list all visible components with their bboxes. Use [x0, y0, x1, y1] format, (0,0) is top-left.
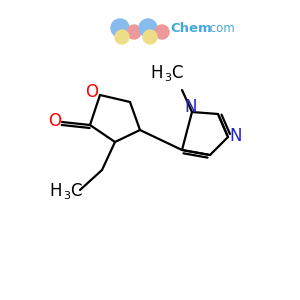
Text: O: O: [85, 83, 98, 101]
Text: 3: 3: [164, 73, 171, 83]
Circle shape: [111, 19, 129, 37]
Circle shape: [127, 25, 141, 39]
Text: N: N: [230, 127, 242, 145]
Circle shape: [143, 30, 157, 44]
Text: 3: 3: [63, 191, 70, 201]
Text: C: C: [171, 64, 182, 82]
Circle shape: [115, 30, 129, 44]
Text: C: C: [70, 182, 82, 200]
Text: O: O: [49, 112, 62, 130]
Text: H: H: [50, 182, 62, 200]
Text: .com: .com: [207, 22, 236, 35]
Circle shape: [139, 19, 157, 37]
Text: N: N: [185, 98, 197, 116]
Text: H: H: [151, 64, 163, 82]
Text: Chem: Chem: [170, 22, 212, 35]
Circle shape: [155, 25, 169, 39]
